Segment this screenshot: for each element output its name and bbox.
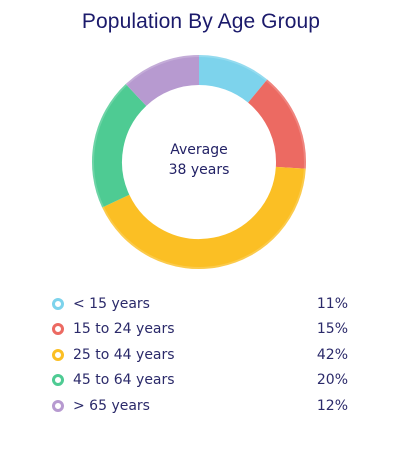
donut-outer-highlight: [92, 55, 306, 269]
legend-marker: [52, 348, 64, 361]
legend-value: 15%: [316, 321, 348, 338]
legend-marker: [52, 323, 64, 336]
legend-marker: [52, 374, 64, 387]
average-label: Average 38 years: [89, 140, 309, 180]
chart-legend: < 15 years 11% 15 to 24 years 15% 25 to 44 y…: [52, 291, 348, 419]
legend-marker: [52, 399, 64, 412]
legend-value: 12%: [316, 397, 348, 414]
average-value: 38 years: [168, 162, 230, 178]
donut-slice-65-years: [125, 55, 200, 107]
donut-slice-15-years: [198, 55, 268, 104]
legend-value: 42%: [316, 346, 348, 363]
legend-label: < 15 years: [73, 295, 150, 312]
legend-label: 45 to 64 years: [73, 372, 175, 389]
donut-slice-45-to-64-years: [92, 84, 147, 208]
average-caption: Average: [170, 142, 228, 158]
legend-item-65-years: > 65 years 12%: [52, 393, 348, 419]
legend-value: 11%: [316, 295, 348, 312]
legend-item-25-to-44-years: 25 to 44 years 42%: [52, 342, 348, 368]
legend-item-45-to-64-years: 45 to 64 years 20%: [52, 368, 348, 394]
donut-slice-25-to-44-years: [102, 166, 306, 269]
legend-label: 25 to 44 years: [73, 346, 175, 363]
donut-chart: [89, 52, 309, 272]
donut-svg: [92, 55, 306, 269]
donut-slice-15-to-24-years: [247, 79, 306, 169]
legend-label: 15 to 24 years: [73, 321, 175, 338]
legend-marker: [52, 297, 64, 310]
legend-item-15-years: < 15 years 11%: [52, 291, 348, 317]
legend-label: > 65 years: [73, 397, 150, 414]
legend-item-15-to-24-years: 15 to 24 years 15%: [52, 317, 348, 343]
legend-value: 20%: [316, 372, 348, 389]
chart-title: Population By Age Group: [81, 10, 321, 33]
